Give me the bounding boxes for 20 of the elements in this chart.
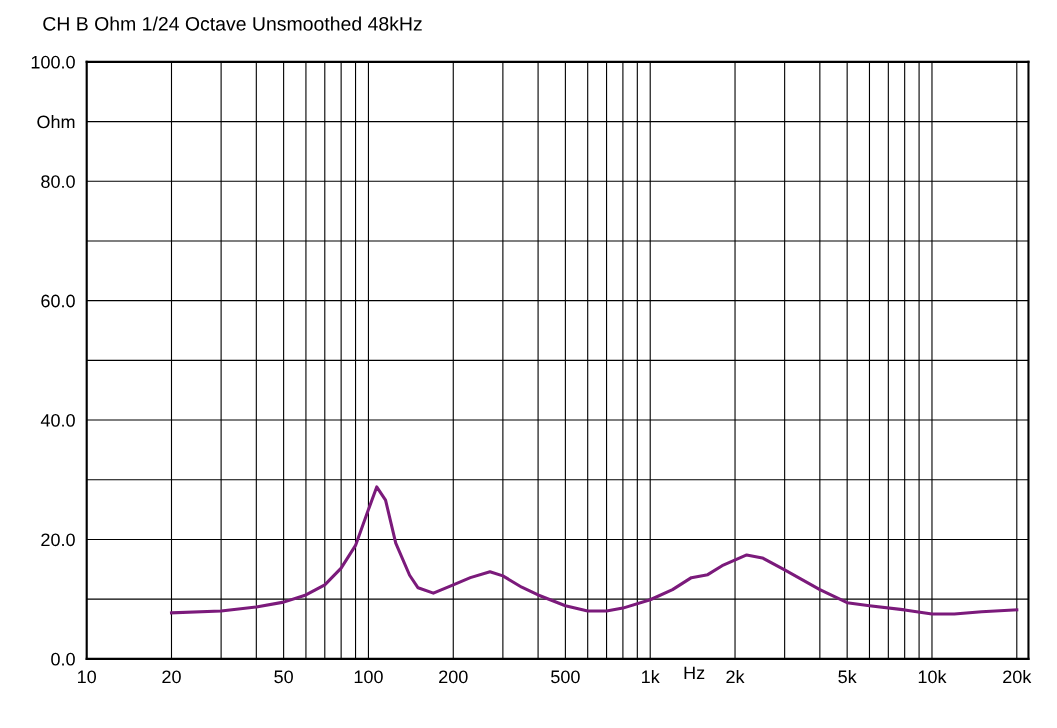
y-tick-label: 40.0 — [40, 413, 75, 427]
x-tick-label: 50 — [274, 670, 293, 684]
y-tick-label: 60.0 — [41, 294, 75, 308]
x-tick-label: 20k — [1003, 669, 1032, 684]
x-tick-label: 5k — [838, 669, 857, 684]
x-axis-title: Hz — [684, 666, 705, 680]
y-tick-label: Ohm — [37, 115, 75, 129]
x-tick-label: 100 — [354, 670, 383, 684]
y-tick-label: 100.0 — [31, 55, 75, 69]
y-tick-label: 0.0 — [51, 652, 75, 666]
x-tick-label: 2k — [726, 669, 745, 684]
x-tick-label: 10k — [918, 669, 947, 684]
y-tick-label: 80.0 — [41, 175, 75, 188]
y-tick-label: 20.0 — [41, 533, 75, 547]
x-tick-label: 500 — [551, 670, 580, 684]
chart-title: CH B Ohm 1/24 Octave Unsmoothed 48kHz — [43, 16, 422, 31]
x-tick-label: 200 — [439, 670, 468, 684]
x-tick-label: 1k — [642, 669, 660, 684]
x-tick-label: 10 — [78, 670, 97, 684]
x-tick-label: 20 — [162, 670, 181, 684]
